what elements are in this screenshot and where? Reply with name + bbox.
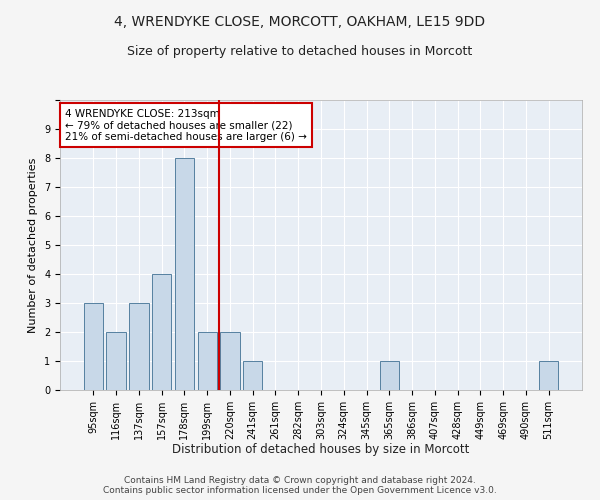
Bar	[106, 332, 126, 390]
Bar	[152, 274, 172, 390]
Text: Size of property relative to detached houses in Morcott: Size of property relative to detached ho…	[127, 45, 473, 58]
Text: Contains HM Land Registry data © Crown copyright and database right 2024.
Contai: Contains HM Land Registry data © Crown c…	[103, 476, 497, 495]
Bar	[539, 361, 558, 390]
Bar	[220, 332, 239, 390]
Text: 4, WRENDYKE CLOSE, MORCOTT, OAKHAM, LE15 9DD: 4, WRENDYKE CLOSE, MORCOTT, OAKHAM, LE15…	[115, 15, 485, 29]
Bar	[243, 361, 262, 390]
Y-axis label: Number of detached properties: Number of detached properties	[28, 158, 38, 332]
Bar	[129, 303, 149, 390]
Bar	[197, 332, 217, 390]
Bar	[84, 303, 103, 390]
Bar	[175, 158, 194, 390]
Text: Distribution of detached houses by size in Morcott: Distribution of detached houses by size …	[172, 442, 470, 456]
Bar	[380, 361, 399, 390]
Text: 4 WRENDYKE CLOSE: 213sqm
← 79% of detached houses are smaller (22)
21% of semi-d: 4 WRENDYKE CLOSE: 213sqm ← 79% of detach…	[65, 108, 307, 142]
